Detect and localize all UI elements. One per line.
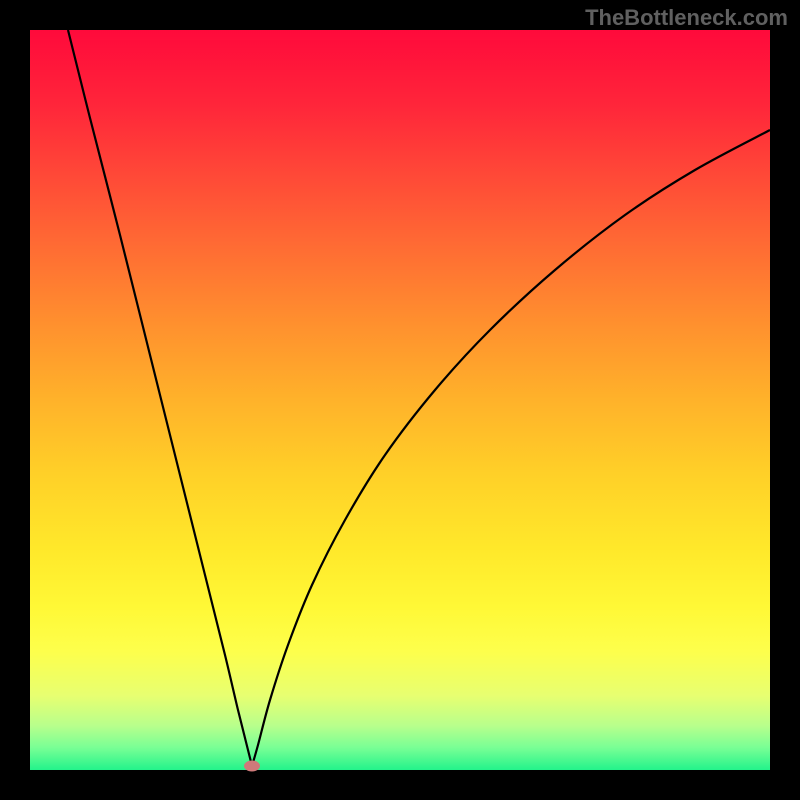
plot-area <box>30 30 770 770</box>
bottleneck-curve <box>68 30 770 766</box>
chart-container: TheBottleneck.com <box>0 0 800 800</box>
watermark-text: TheBottleneck.com <box>585 5 788 31</box>
optimum-marker <box>244 761 260 772</box>
curve-layer <box>30 30 770 770</box>
